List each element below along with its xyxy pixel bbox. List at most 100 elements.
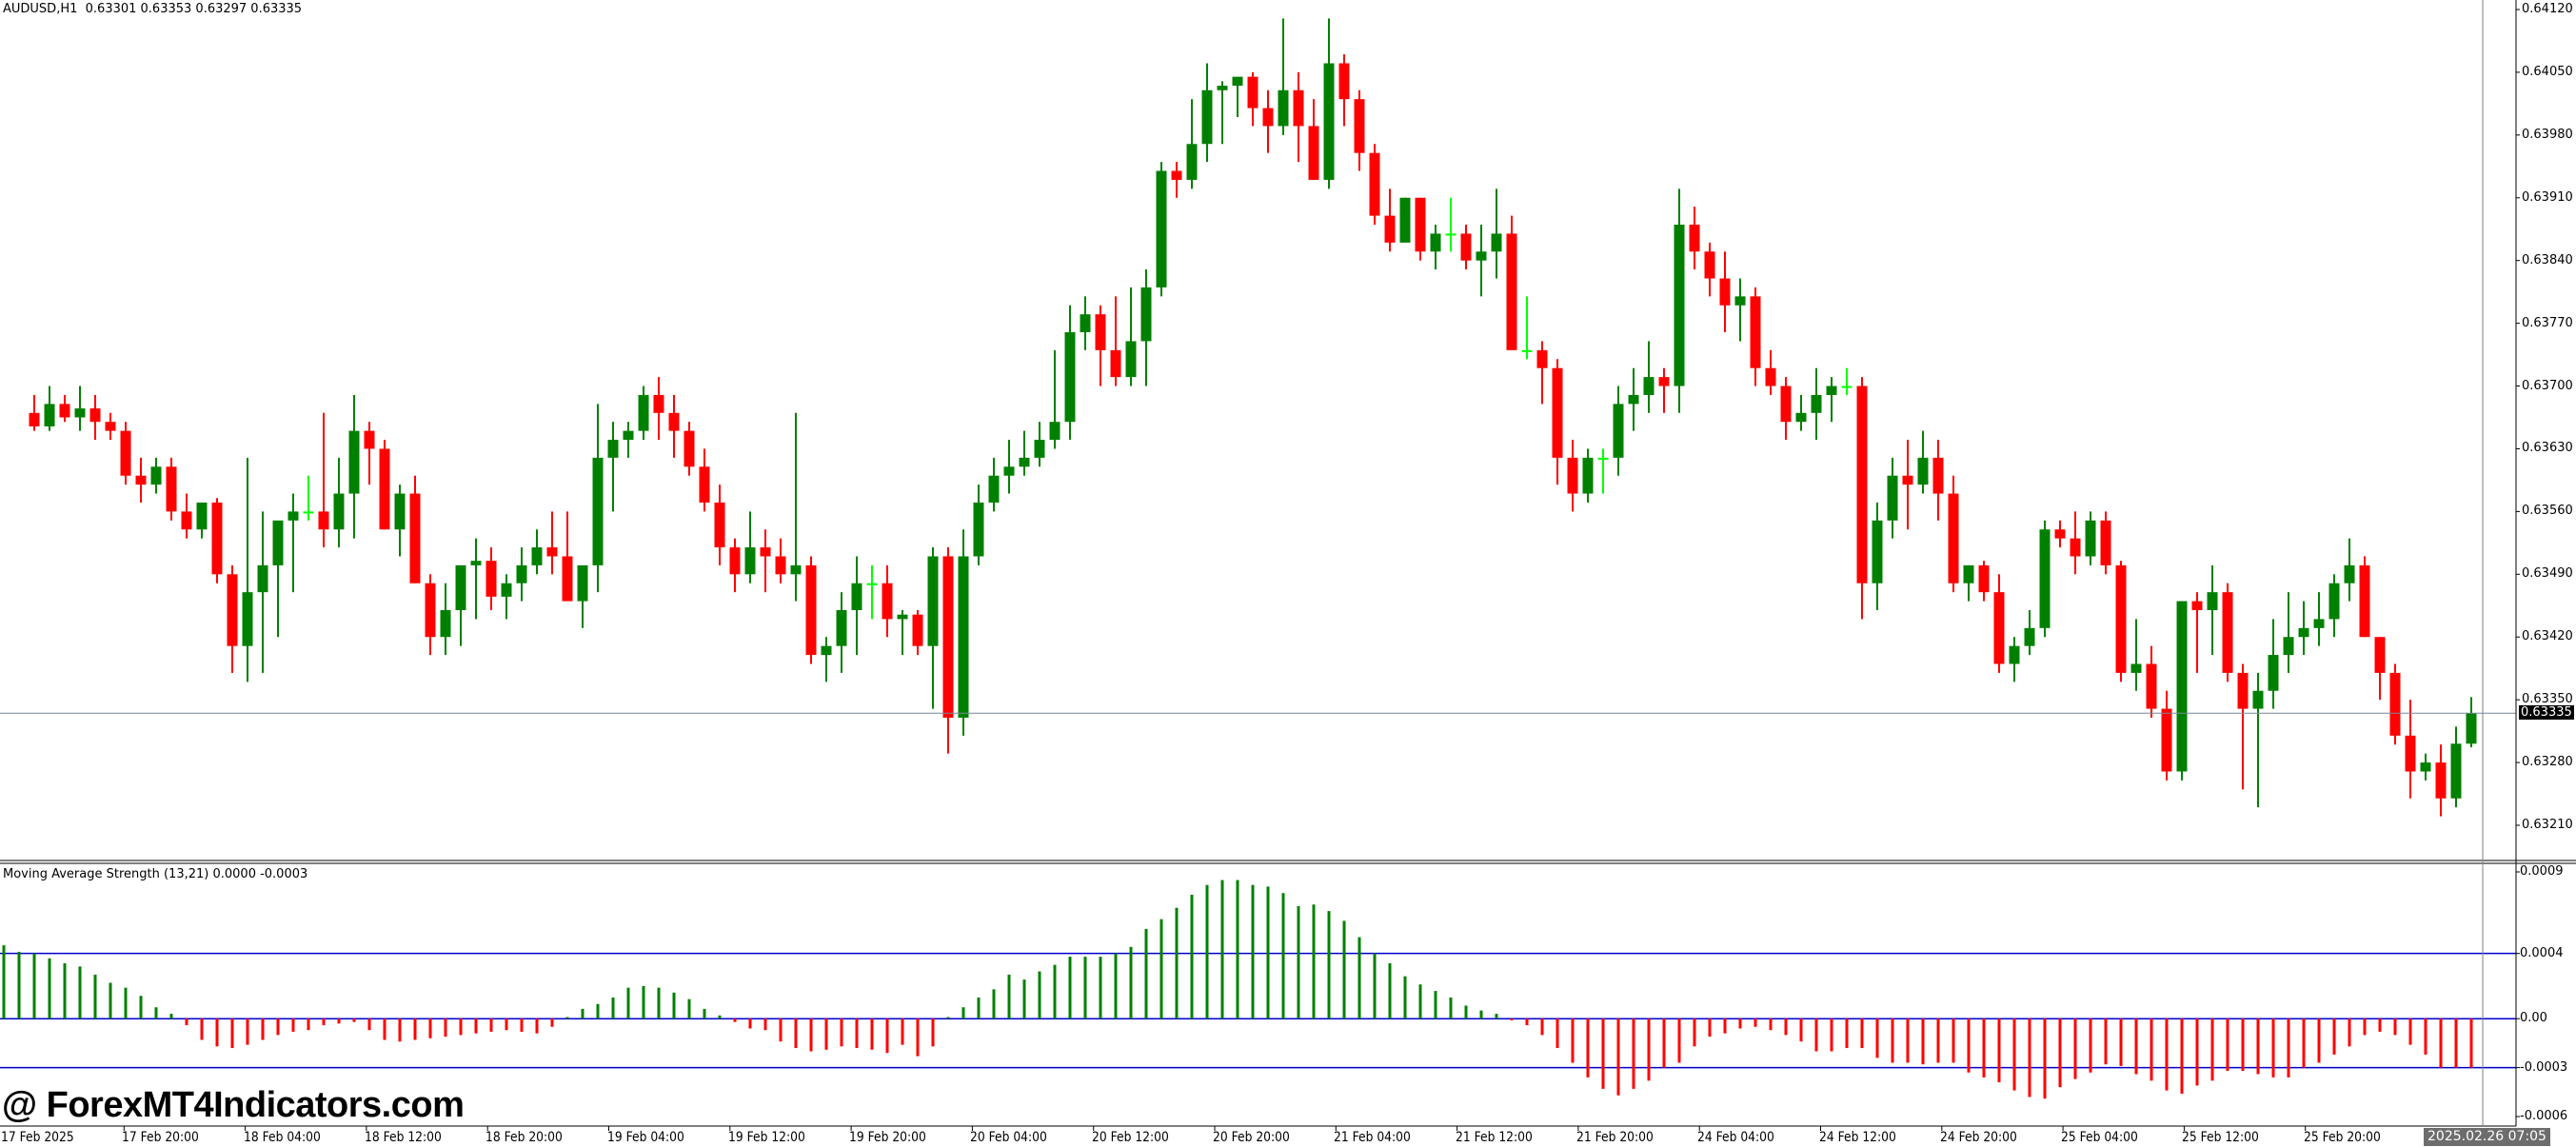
- candlestick-series: [29, 18, 2477, 817]
- candle: [1186, 99, 1198, 189]
- histogram-bar: [2393, 1018, 2397, 1036]
- histogram-bar: [367, 1018, 371, 1031]
- histogram-bar: [2454, 1018, 2458, 1068]
- histogram-bar: [63, 962, 67, 1019]
- histogram-bar: [1266, 886, 1270, 1019]
- price-tick-label: 0.63980: [2522, 127, 2573, 142]
- histogram-bar: [1830, 1018, 1833, 1052]
- candle: [2146, 645, 2157, 718]
- histogram-bar: [657, 987, 661, 1019]
- histogram-bar: [1007, 974, 1011, 1019]
- candle: [181, 493, 192, 539]
- histogram-bar: [1220, 880, 1224, 1019]
- candle: [958, 529, 969, 736]
- candle: [348, 394, 360, 539]
- histogram-bar: [154, 1007, 158, 1019]
- histogram-bar: [307, 1018, 310, 1031]
- time-tick-label: 20 Feb 04:00: [970, 1130, 1048, 1145]
- candle: [287, 493, 299, 593]
- candle: [1445, 197, 1456, 252]
- candle: [2237, 663, 2249, 790]
- histogram-bar: [1068, 957, 1072, 1019]
- histogram-bar: [17, 951, 21, 1019]
- histogram-bar: [1281, 893, 1285, 1019]
- histogram-bar: [2439, 1018, 2443, 1068]
- histogram-bar: [2073, 1018, 2077, 1079]
- histogram-bar: [672, 992, 676, 1019]
- histogram-bar: [520, 1018, 524, 1032]
- time-tick-label: 17 Feb 20:00: [122, 1130, 200, 1145]
- time-tick-label: 21 Feb 12:00: [1455, 1130, 1533, 1145]
- histogram-bar: [2104, 1018, 2108, 1065]
- candle: [379, 440, 390, 530]
- candle: [409, 475, 421, 583]
- candle: [485, 547, 497, 610]
- price-tick-label: 0.63700: [2522, 378, 2573, 393]
- candle: [1993, 574, 2005, 673]
- histogram-bar: [2332, 1018, 2336, 1055]
- histogram-bar: [626, 987, 630, 1019]
- histogram-bar: [1845, 1018, 1849, 1049]
- candle: [1110, 296, 1121, 386]
- histogram-bar: [2058, 1018, 2062, 1088]
- time-tick-label: 25 Feb 12:00: [2182, 1130, 2260, 1145]
- price-tick-label: 0.64050: [2522, 64, 2573, 79]
- candle: [455, 564, 466, 646]
- histogram-bar: [398, 1018, 402, 1042]
- candle: [577, 564, 588, 628]
- histogram-bar: [1434, 991, 1437, 1019]
- time-tick-label: 20 Feb 12:00: [1091, 1130, 1169, 1145]
- candle: [1704, 242, 1715, 297]
- price-tick-label: 0.63280: [2522, 755, 2573, 770]
- candle: [927, 547, 939, 709]
- candle: [1384, 188, 1396, 252]
- histogram-bar: [779, 1018, 783, 1042]
- candle: [1902, 440, 1913, 530]
- candle: [1308, 99, 1319, 180]
- histogram-bar: [2195, 1018, 2199, 1086]
- histogram-bar: [169, 1014, 173, 1019]
- histogram-bar: [230, 1018, 234, 1049]
- candle: [653, 377, 664, 441]
- time-tick-label: 25 Feb 20:00: [2303, 1130, 2381, 1145]
- histogram-bar: [1906, 1018, 1910, 1063]
- candle: [425, 574, 436, 656]
- candle: [1536, 341, 1548, 405]
- candle: [1811, 367, 1822, 441]
- candle: [1750, 287, 1761, 386]
- time-tick-label: 18 Feb 12:00: [364, 1130, 442, 1145]
- histogram-bar: [1525, 1018, 1529, 1026]
- candle: [942, 547, 954, 754]
- histogram-bar: [1967, 1018, 1971, 1073]
- histogram-bar: [992, 989, 996, 1019]
- candle: [1003, 440, 1015, 494]
- histogram-bar: [1693, 1018, 1696, 1047]
- histogram-bar: [1616, 1018, 1620, 1096]
- candle: [2283, 592, 2294, 673]
- histogram-bar: [2089, 1018, 2092, 1073]
- histogram-bar: [2287, 1018, 2290, 1078]
- time-tick-label: 19 Feb 04:00: [606, 1130, 684, 1145]
- candle: [790, 412, 802, 602]
- histogram-bar: [1144, 928, 1148, 1019]
- candle: [1963, 564, 1974, 602]
- time-tick-label: 24 Feb 12:00: [1818, 1130, 1896, 1145]
- candle: [2161, 690, 2172, 781]
- histogram-bar: [2302, 1018, 2306, 1068]
- watermark: @ ForexMT4Indicators.com: [2, 1085, 465, 1125]
- price-tick-label: 0.63630: [2522, 441, 2573, 456]
- histogram-bar: [1936, 1018, 1940, 1063]
- histogram-bar: [535, 1018, 539, 1034]
- histogram-bar: [1373, 953, 1377, 1019]
- time-tick-label: 18 Feb 20:00: [485, 1130, 564, 1145]
- histogram-bar: [215, 1018, 219, 1047]
- histogram-bar: [870, 1018, 874, 1050]
- histogram-bar: [1586, 1018, 1590, 1078]
- candle: [1140, 269, 1152, 386]
- histogram-bar: [703, 1008, 706, 1019]
- candle: [1476, 225, 1487, 297]
- histogram-bar: [824, 1018, 828, 1050]
- histogram-bar: [1403, 976, 1407, 1019]
- candle: [2268, 619, 2279, 709]
